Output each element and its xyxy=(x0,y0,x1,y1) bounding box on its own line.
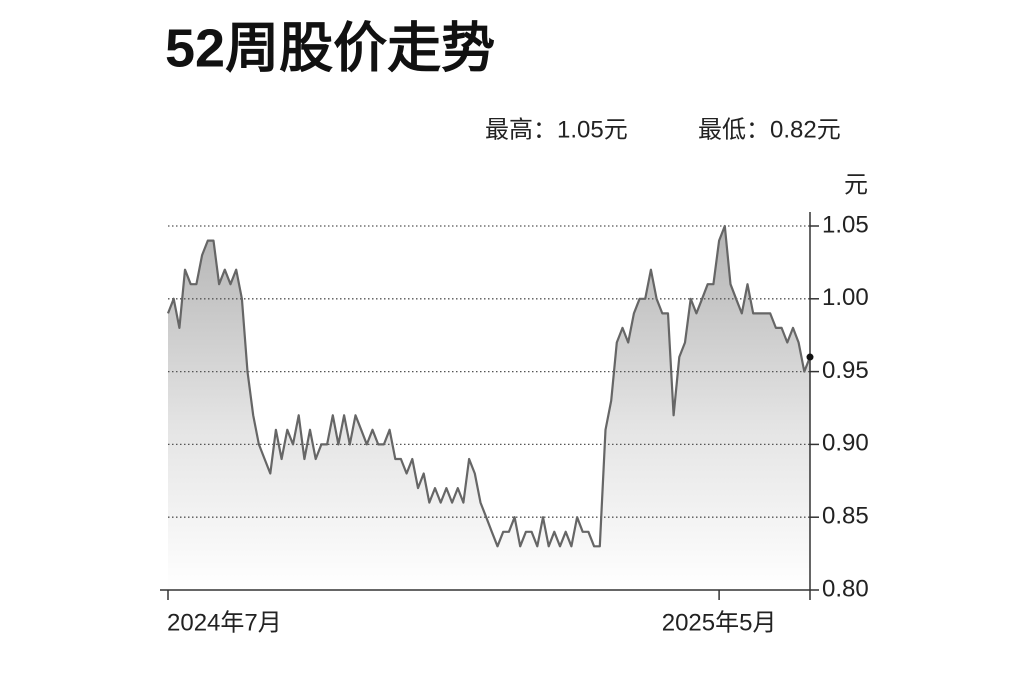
subtitle: 最高：1.05元 xyxy=(485,116,628,143)
last-price-dot xyxy=(806,353,814,361)
y-tick-label: 1.05 xyxy=(822,211,869,238)
y-tick-label: 0.95 xyxy=(822,357,869,384)
y-tick-label: 0.80 xyxy=(822,575,869,602)
subtitle: 最低：0.82元 xyxy=(698,116,841,143)
y-tick-label: 0.85 xyxy=(822,503,869,530)
y-tick-label: 1.00 xyxy=(822,284,869,311)
x-tick-label: 2024年7月 xyxy=(167,609,282,636)
y-axis-label: 元 xyxy=(844,171,868,198)
area-fill xyxy=(168,226,810,590)
chart-title: 52周股价走势 xyxy=(165,18,495,78)
price-line xyxy=(166,224,812,548)
x-tick-label: 2025年5月 xyxy=(662,609,777,636)
y-tick-label: 0.90 xyxy=(822,430,869,457)
